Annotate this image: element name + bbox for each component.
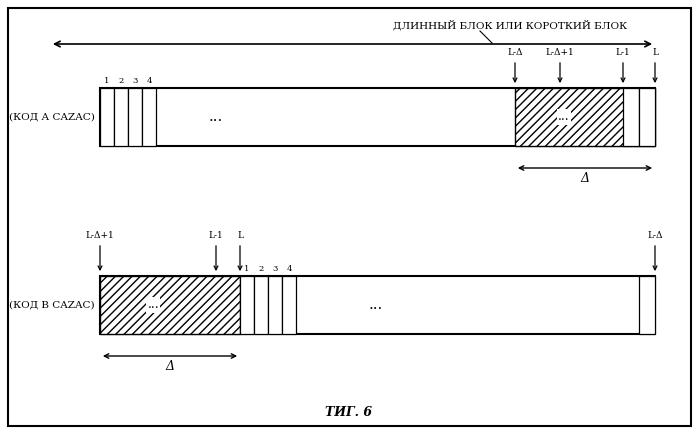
Text: L: L [652,48,658,57]
Text: (КОД В CAZAC): (КОД В CAZAC) [9,300,95,309]
Text: L-1: L-1 [208,231,224,240]
Bar [100,88,114,146]
Bar [515,88,655,146]
Bar [639,88,655,146]
Text: Δ: Δ [580,172,589,185]
Text: ΤИГ. 6: ΤИГ. 6 [326,405,373,418]
Bar [100,88,655,146]
Text: Δ: Δ [166,360,175,373]
Text: ...: ... [147,299,159,312]
Text: L-Δ+1: L-Δ+1 [546,48,575,57]
Bar [100,276,240,334]
Text: L-Δ+1: L-Δ+1 [85,231,115,240]
Text: 3: 3 [132,77,138,85]
Bar [282,276,296,334]
Text: 1: 1 [245,265,250,273]
Text: L-Δ: L-Δ [647,231,663,240]
Text: (КОД А CAZAC): (КОД А CAZAC) [9,112,95,122]
Bar [254,276,268,334]
Bar [623,88,639,146]
Bar [114,88,128,146]
Bar [142,88,156,146]
Text: 3: 3 [273,265,278,273]
Bar [100,276,655,334]
Text: 1: 1 [104,77,110,85]
Text: L-Δ: L-Δ [507,48,523,57]
Text: L-1: L-1 [616,48,630,57]
Text: ...: ... [559,111,570,124]
Bar [240,276,254,334]
Text: 4: 4 [146,77,152,85]
Bar [128,88,142,146]
Bar [639,276,655,334]
Text: ДЛИННЫЙ БЛОК ИЛИ КОРОТКИЙ БЛОК: ДЛИННЫЙ БЛОК ИЛИ КОРОТКИЙ БЛОК [393,20,627,31]
Text: ...: ... [369,298,383,312]
Text: 2: 2 [259,265,264,273]
Text: 4: 4 [287,265,291,273]
Bar [268,276,282,334]
Text: L: L [237,231,243,240]
Text: 2: 2 [118,77,124,85]
Text: ...: ... [209,110,223,124]
